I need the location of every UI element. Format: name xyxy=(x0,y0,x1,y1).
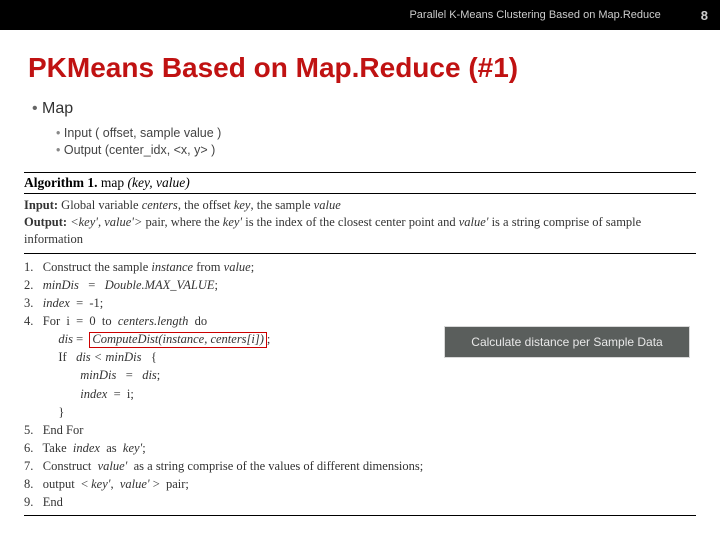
header-title: Parallel K-Means Clustering Based on Map… xyxy=(409,9,660,21)
algorithm-area: Algorithm 1. map (key, value) Input: Glo… xyxy=(0,168,720,516)
algo-output-a: <key', value'> xyxy=(70,215,142,229)
algo-input-f: value xyxy=(314,198,341,212)
algo-l2: 2. minDis = Double.MAX_VALUE; xyxy=(24,276,696,294)
algo-l10: 5. End For xyxy=(24,421,696,439)
algo-input-b: centers xyxy=(142,198,178,212)
algo-input-line: Input: Global variable centers, the offs… xyxy=(24,197,696,214)
algo-l12: 7. Construct value' as a string comprise… xyxy=(24,457,696,475)
algo-output-line: Output: <key', value'> pair, where the k… xyxy=(24,214,696,248)
algo-input-c: , the offset xyxy=(178,198,234,212)
slide-title: PKMeans Based on Map.Reduce (#1) xyxy=(0,30,720,100)
algo-input-a: Global variable xyxy=(61,198,142,212)
algo-l1: 1. Construct the sample instance from va… xyxy=(24,258,696,276)
algo-l8: index = i; xyxy=(24,385,696,403)
bullet-main: Map xyxy=(28,100,692,118)
compute-dist-box: ComputeDist(instance, centers[i]) xyxy=(89,332,267,348)
algo-name-func: map xyxy=(101,175,124,190)
algorithm-header: Algorithm 1. map (key, value) xyxy=(24,172,696,194)
bullet-section: Map Input ( offset, sample value ) Outpu… xyxy=(0,100,720,168)
algo-output-e: value' xyxy=(459,215,489,229)
algorithm-body: 1. Construct the sample instance from va… xyxy=(24,254,696,517)
algo-input-d: key xyxy=(234,198,251,212)
bullet-sub-1: Input ( offset, sample value ) xyxy=(28,126,692,140)
algo-l3: 3. index = -1; xyxy=(24,294,696,312)
algo-output-c: key' xyxy=(223,215,242,229)
algo-l7: minDis = dis; xyxy=(24,366,696,384)
algo-l9: } xyxy=(24,403,696,421)
algorithm-io: Input: Global variable centers, the offs… xyxy=(24,194,696,254)
algo-output-label: Output: xyxy=(24,215,67,229)
algo-output-b: pair, where the xyxy=(142,215,222,229)
bullet-sub-2: Output (center_idx, <x, y> ) xyxy=(28,143,692,157)
algo-l13: 8. output < key', value' > pair; xyxy=(24,475,696,493)
algo-input-label: Input: xyxy=(24,198,58,212)
page-number: 8 xyxy=(701,8,708,23)
algo-output-d: is the index of the closest center point… xyxy=(242,215,459,229)
algo-l11: 6. Take index as key'; xyxy=(24,439,696,457)
algo-l14: 9. End xyxy=(24,493,696,511)
algo-name-label: Algorithm 1. xyxy=(24,175,98,190)
header-bar: Parallel K-Means Clustering Based on Map… xyxy=(0,0,720,30)
algo-input-e: , the sample xyxy=(250,198,313,212)
distance-callout: Calculate distance per Sample Data xyxy=(444,326,690,358)
algo-name-args: (key, value) xyxy=(128,175,190,190)
